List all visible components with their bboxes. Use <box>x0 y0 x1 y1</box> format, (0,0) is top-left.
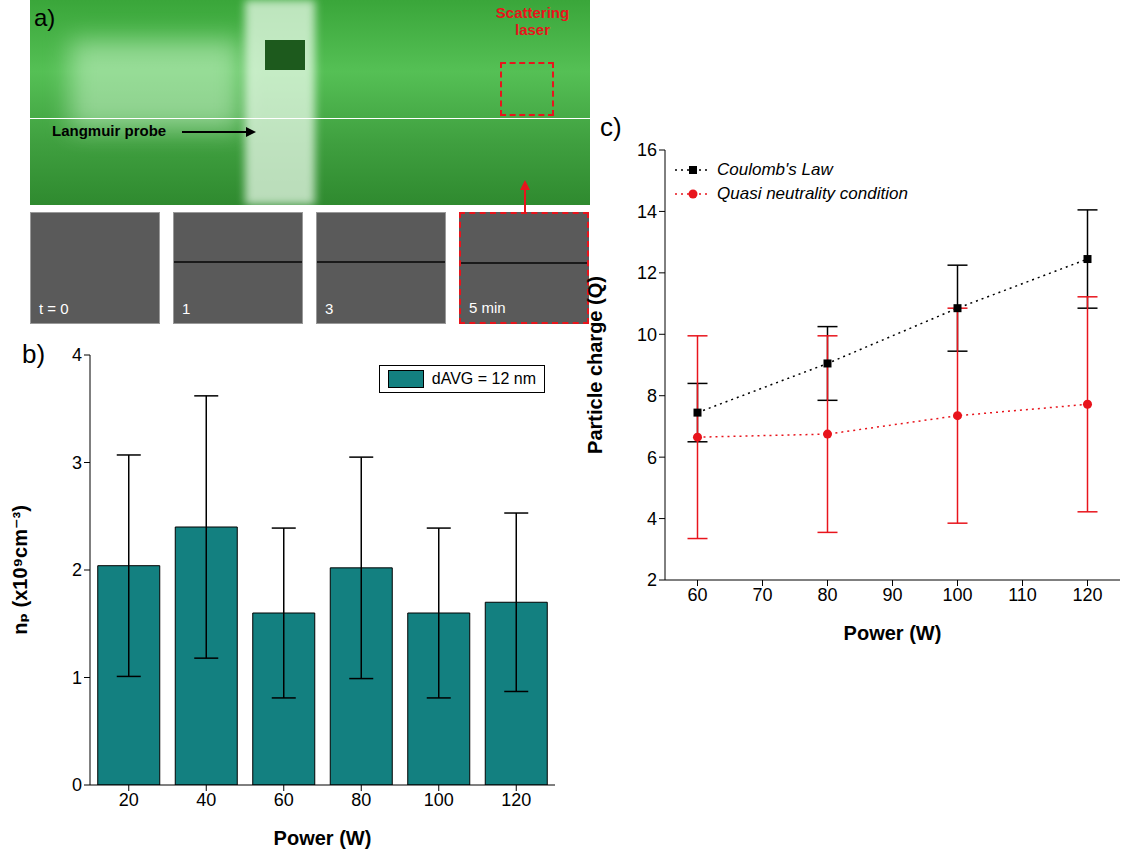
html-text:b): b) <box>22 339 46 369</box>
svg-text:nₚ (x10⁹cm⁻³): nₚ (x10⁹cm⁻³) <box>9 505 31 635</box>
svg-text:8: 8 <box>647 386 657 406</box>
svg-text:1: 1 <box>72 668 82 688</box>
html-text:t = 0: t = 0 <box>39 300 69 317</box>
html-text:c): c) <box>600 112 622 142</box>
svg-text:6: 6 <box>647 448 657 468</box>
svg-text:14: 14 <box>637 202 657 222</box>
svg-text:40: 40 <box>196 790 216 810</box>
svg-text:100: 100 <box>942 585 972 605</box>
html-text:Coulomb's Law: Coulomb's Law <box>717 160 833 179</box>
html-text:a): a) <box>34 4 56 31</box>
svg-text:2: 2 <box>647 570 657 590</box>
svg-text:Particle charge (Q): Particle charge (Q) <box>584 276 606 454</box>
svg-text:4: 4 <box>647 509 657 529</box>
svg-text:120: 120 <box>501 790 531 810</box>
svg-text:80: 80 <box>817 585 837 605</box>
svg-text:60: 60 <box>687 585 707 605</box>
svg-text:3: 3 <box>72 453 82 473</box>
svg-text:20: 20 <box>119 790 139 810</box>
html-text:3: 3 <box>325 300 334 317</box>
svg-text:0: 0 <box>72 775 82 795</box>
svg-text:120: 120 <box>1072 585 1102 605</box>
svg-text:10: 10 <box>637 325 657 345</box>
svg-text:110: 110 <box>1008 585 1037 605</box>
svg-text:16: 16 <box>637 140 657 160</box>
html-text:Quasi neutrality condition: Quasi neutrality condition <box>717 184 908 203</box>
html-text:dAVG = 12 nm: dAVG = 12 nm <box>431 370 536 387</box>
html-text:5 min: 5 min <box>469 299 506 316</box>
svg-text:60: 60 <box>274 790 294 810</box>
svg-text:80: 80 <box>351 790 371 810</box>
svg-text:12: 12 <box>637 263 657 283</box>
html-text:Scattering laser: Scattering laser <box>495 4 570 38</box>
svg-text:2: 2 <box>72 560 82 580</box>
svg-text:100: 100 <box>424 790 454 810</box>
html-text:Langmuir probe: Langmuir probe <box>52 122 167 139</box>
svg-text:4: 4 <box>72 345 82 365</box>
svg-text:Power (W): Power (W) <box>844 622 942 644</box>
svg-text:Power (W): Power (W) <box>274 827 372 849</box>
html-text:1: 1 <box>182 300 191 317</box>
svg-text:70: 70 <box>752 585 772 605</box>
svg-text:90: 90 <box>882 585 902 605</box>
